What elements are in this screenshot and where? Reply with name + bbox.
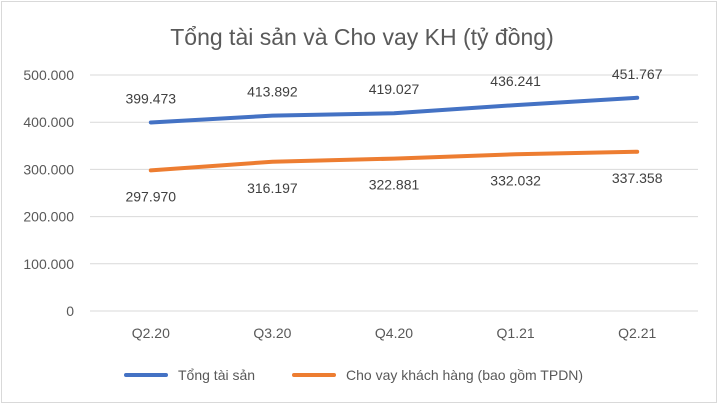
- legend-label-2: Cho vay khách hàng (bao gồm TPDN): [346, 367, 583, 383]
- data-label: 316.197: [247, 180, 298, 196]
- x-axis: Q2.20 Q3.20 Q4.20 Q1.21 Q2.21: [132, 325, 657, 341]
- data-label: 451.767: [612, 66, 663, 82]
- x-tick-label: Q2.20: [132, 325, 170, 341]
- x-tick-label: Q2.21: [618, 325, 656, 341]
- data-label: 332.032: [490, 172, 541, 188]
- y-tick-label: 200.000: [23, 209, 74, 225]
- data-label: 413.892: [247, 84, 298, 100]
- data-label: 322.881: [369, 177, 420, 193]
- y-axis: 0 100.000 200.000 300.000 400.000 500.000: [23, 67, 74, 319]
- x-tick-label: Q1.21: [497, 325, 535, 341]
- y-tick-label: 500.000: [23, 67, 74, 83]
- legend-label-1: Tổng tài sản: [178, 367, 255, 383]
- data-labels: 399.473 413.892 419.027 436.241 451.767 297.9…: [125, 66, 662, 205]
- y-tick-label: 0: [66, 303, 74, 319]
- data-label: 337.358: [612, 170, 663, 186]
- data-label: 419.027: [369, 81, 420, 97]
- y-tick-label: 300.000: [23, 161, 74, 177]
- x-tick-label: Q4.20: [375, 325, 413, 341]
- data-label: 399.473: [125, 90, 176, 106]
- series-line-1: [148, 95, 640, 125]
- x-tick-label: Q3.20: [253, 325, 291, 341]
- legend: Tổng tài sản Cho vay khách hàng (bao gồm …: [124, 367, 583, 383]
- y-tick-label: 100.000: [23, 256, 74, 272]
- grid: [90, 74, 698, 312]
- series-line-2: [148, 149, 640, 173]
- data-label: 297.970: [125, 188, 176, 204]
- y-tick-label: 400.000: [23, 114, 74, 130]
- data-label: 436.241: [490, 73, 541, 89]
- series: [148, 95, 640, 173]
- chart-title: Tổng tài sản và Cho vay KH (tỷ đồng): [170, 24, 554, 50]
